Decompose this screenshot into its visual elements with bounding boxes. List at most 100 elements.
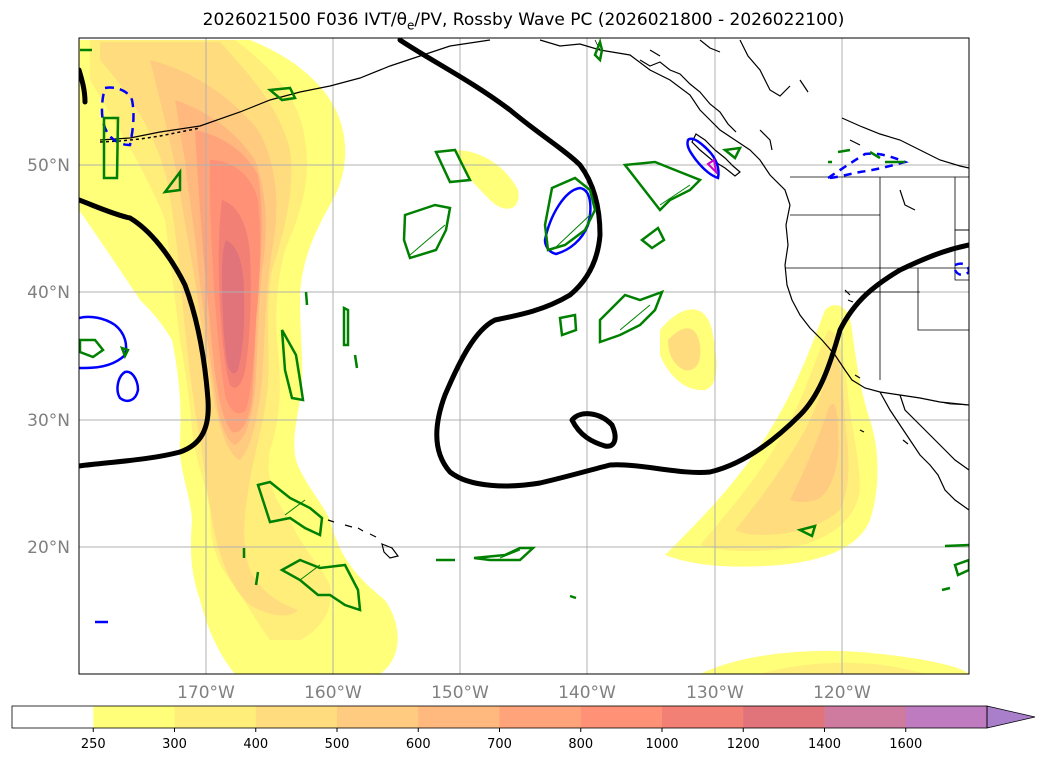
rossby-contour-east — [397, 38, 969, 489]
lat-tick-40n: 40°N — [27, 283, 70, 303]
title-run: 2026021500 F036 IVT/ — [202, 10, 397, 30]
pv-green-25 — [941, 543, 969, 592]
pv-green-17 — [558, 313, 578, 337]
colorbar-label: 300 — [162, 737, 187, 752]
colorbar-swatch — [905, 706, 988, 728]
colorbar-swatch — [93, 706, 175, 728]
pv-green-9 — [434, 148, 472, 184]
colorbar-label: 700 — [487, 737, 512, 752]
lon-tick-140w: 140°W — [558, 683, 616, 703]
pv-green-13 — [622, 160, 703, 212]
title-rest: /PV, Rossby Wave PC (2026021800 - 202602… — [414, 10, 845, 30]
rossby-contour-west-top — [79, 67, 88, 105]
rossby-contour-small-loop — [569, 411, 618, 449]
colorbar: 250 300 400 500 600 700 800 1000 1200 1400 1600 — [11, 705, 1036, 752]
colorbar-swatch — [255, 706, 338, 728]
colorbar-label: 1000 — [645, 737, 678, 752]
pv-hatch-7 — [499, 549, 521, 559]
pv-green-15 — [639, 226, 666, 250]
pv-green-19 — [279, 558, 362, 612]
west-coast-islands — [844, 289, 909, 445]
alaska-coast — [99, 39, 791, 206]
colorbar-label: 400 — [243, 737, 268, 752]
pv-green-1 — [102, 116, 120, 180]
colorbar-label: 1400 — [808, 737, 841, 752]
pv-green-12 — [593, 38, 604, 63]
lat-tick-20n: 20°N — [27, 538, 70, 558]
colorbar-swatch — [662, 706, 744, 728]
lon-tick-labels: 170°W 160°W 150°W 140°W 130°W 120°W — [177, 683, 871, 703]
pv-green-21 — [473, 546, 537, 562]
pv-contours — [79, 38, 969, 612]
magenta-contour — [706, 158, 718, 175]
blue-contour-bc — [686, 137, 720, 180]
lon-tick-130w: 130°W — [686, 683, 744, 703]
pv-green-10 — [402, 203, 452, 260]
pv-hatching — [284, 184, 691, 581]
title-theta-sub: e — [407, 18, 415, 33]
pv-hatch-2 — [554, 214, 591, 249]
ivt-fill-east-500 — [790, 403, 839, 503]
lon-tick-160w: 160°W — [304, 683, 362, 703]
colorbar-label: 1200 — [727, 737, 760, 752]
pv-green-6 — [119, 345, 130, 360]
colorbar-swatch — [337, 706, 419, 728]
blue-contour-west-small — [116, 370, 140, 402]
hawaii — [327, 519, 400, 559]
colorbar-swatch — [824, 706, 907, 728]
pv-green-26 — [828, 148, 905, 164]
small-box — [954, 229, 969, 281]
map-title: 2026021500 F036 IVT/θe/PV, Rossby Wave P… — [0, 10, 1047, 32]
baja-coast — [879, 391, 969, 511]
colorbar-label: 500 — [325, 737, 350, 752]
pv-green-20 — [242, 548, 260, 586]
colorbar-swatch — [174, 706, 257, 728]
vancouver-island — [691, 133, 741, 177]
colorbar-label: 250 — [81, 737, 106, 752]
pv-green-24 — [796, 524, 817, 538]
pv-green-23 — [569, 594, 577, 600]
colorbar-swatch — [580, 706, 663, 728]
lat-tick-50n: 50°N — [27, 156, 70, 176]
pv-hatch-3 — [659, 184, 691, 206]
map-area — [79, 38, 969, 674]
alaska-border — [594, 39, 601, 51]
ivt-shading-east — [660, 305, 969, 674]
colorbar-swatch — [499, 706, 582, 728]
title-theta: θ — [396, 10, 407, 30]
lat-tick-30n: 30°N — [27, 411, 70, 431]
blue-dashed-far-east — [953, 262, 969, 276]
lon-tick-150w: 150°W — [431, 683, 489, 703]
colorbar-swatch — [418, 706, 500, 728]
pv-green-11 — [543, 176, 597, 252]
great-lakes-area — [841, 117, 969, 211]
rossby-wave-positive-contours — [79, 38, 969, 489]
colorbar-swatch — [12, 706, 94, 728]
pv-green-8 — [304, 291, 359, 369]
colorbar-label: 1600 — [889, 737, 922, 752]
pv-green-4 — [266, 86, 297, 102]
lon-tick-120w: 120°W — [813, 683, 871, 703]
rossby-contour-west — [79, 197, 211, 469]
pv-green-3 — [162, 168, 182, 194]
state-lines — [785, 177, 969, 380]
ivt-fill-south-250 — [700, 650, 969, 674]
lon-tick-170w: 170°W — [177, 683, 235, 703]
pv-hatch-5 — [299, 564, 321, 581]
pv-green-5 — [79, 338, 105, 359]
colorbar-label: 600 — [406, 737, 431, 752]
pv-green-16 — [598, 289, 665, 344]
pv-green-7 — [280, 329, 305, 402]
lat-tick-labels: 20°N 30°N 40°N 50°N — [27, 156, 70, 558]
pv-green-14 — [721, 146, 743, 160]
blue-dashed-top-left — [100, 86, 135, 147]
colorbar-label: 800 — [568, 737, 593, 752]
pv-hatch-4 — [619, 304, 651, 331]
political-borders — [594, 39, 969, 406]
blue-dashed-east — [823, 152, 909, 180]
pv-hatch-6 — [284, 499, 306, 516]
bc-inlets — [639, 39, 809, 151]
ivt-fill-east-small-300 — [668, 328, 701, 371]
ivt-fill-1200 — [222, 240, 245, 374]
